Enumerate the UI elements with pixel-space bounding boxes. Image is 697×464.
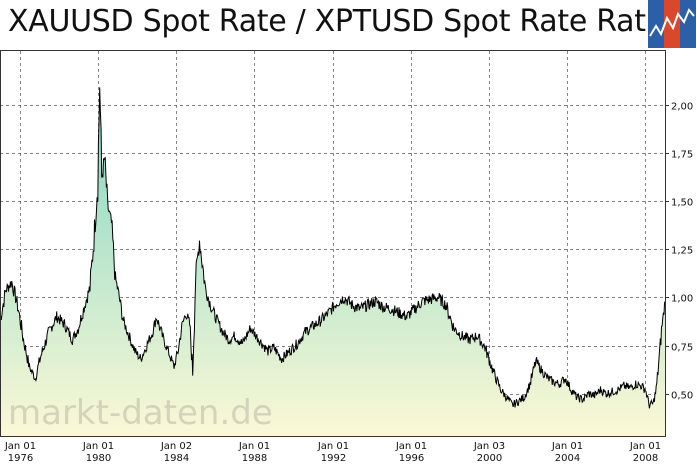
x-tick-label-date: Jan 02 (160, 441, 192, 452)
x-tick-label-date: Jan 03 (473, 441, 505, 452)
x-tick-label-year: 1980 (86, 453, 111, 464)
x-tick-label-date: Jan 01 (551, 441, 583, 452)
y-tick-label: 1,00 (671, 294, 693, 305)
plot-frame (0, 50, 666, 437)
x-tick-label-year: 2000 (477, 453, 502, 464)
x-tick-label-date: Jan 01 (238, 441, 270, 452)
y-tick-label: 2,00 (671, 102, 693, 113)
x-tick-label-date: Jan 01 (395, 441, 427, 452)
series-line (0, 87, 666, 409)
y-tick-label: 1,25 (671, 246, 693, 257)
y-tick-label: 0,50 (671, 391, 693, 402)
x-tick-label-year: 2004 (555, 453, 580, 464)
y-tick-label: 1,50 (671, 198, 693, 209)
x-tick-label-year: 1976 (8, 453, 33, 464)
x-tick-label-date: Jan 01 (4, 441, 36, 452)
chart-logo-icon (648, 0, 696, 48)
x-tick-label-year: 1996 (399, 453, 424, 464)
x-tick-label-year: 1984 (164, 453, 189, 464)
y-axis: 0,50 0,75 1,00 1,25 1,50 1,75 2,00 (665, 102, 693, 402)
chart-title: XAUUSD Spot Rate / XPTUSD Spot Rate Rati… (8, 4, 672, 39)
x-tick-label-date: Jan 01 (629, 441, 661, 452)
watermark: markt-daten.de (8, 393, 273, 433)
x-tick-label-year: 2008 (633, 453, 658, 464)
x-tick-label-date: Jan 01 (82, 441, 114, 452)
y-tick-label: 0,75 (671, 343, 693, 354)
x-tick-label-date: Jan 01 (317, 441, 349, 452)
area-fill (0, 87, 665, 437)
x-tick-label-year: 1992 (321, 453, 346, 464)
x-tick-label-year: 1988 (242, 453, 267, 464)
y-tick-label: 1,75 (671, 150, 693, 161)
